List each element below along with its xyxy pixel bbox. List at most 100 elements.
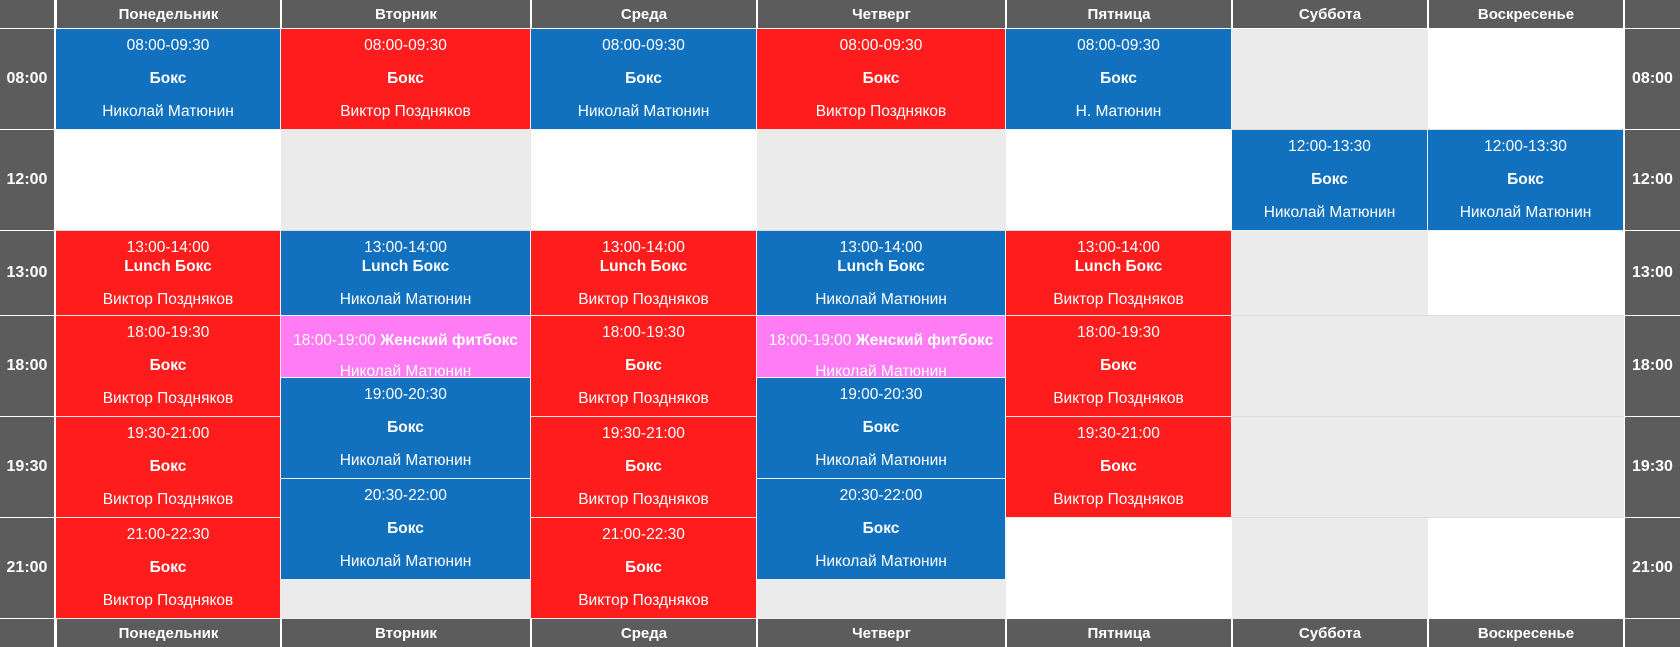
class-block[interactable]: 13:00-14:00 Lunch Бокс Виктор Поздняков [531,231,757,316]
class-block[interactable]: 13:00-14:00 Lunch Бокс Виктор Поздняков [56,231,281,316]
class-name: Бокс [1100,357,1137,374]
empty-cell [1428,417,1624,518]
class-time: 18:00-19:30 [1077,324,1160,341]
class-name: Бокс [625,357,662,374]
class-block[interactable]: 20:30-22:00 Бокс Николай Матюнин [757,479,1006,580]
time-label-left: 19:30 [0,417,54,517]
day-footer-7: Воскресенье [1429,619,1623,647]
class-block[interactable]: 13:00-14:00 Lunch Бокс Виктор Поздняков [1006,231,1232,316]
class-time: 19:30-21:00 [602,425,685,442]
class-block[interactable]: 08:00-09:30 Бокс Николай Матюнин [56,29,281,130]
day-header-4: Четверг [758,0,1005,28]
class-name: Бокс [625,458,662,475]
class-name: Lunch Бокс [599,258,688,275]
class-coach: Николай Матюнин [815,452,947,469]
class-name: Бокс [862,419,900,436]
class-name: Lunch Бокс [124,258,212,275]
time-label-left: 08:00 [0,29,54,129]
class-coach: Виктор Поздняков [1053,491,1184,508]
class-block[interactable]: 18:00-19:30 Бокс Виктор Поздняков [1006,316,1232,417]
class-time: 13:00-14:00 [839,239,923,256]
class-block[interactable]: 12:00-13:30 Бокс Николай Матюнин [1232,130,1428,231]
time-label-right: 12:00 [1625,130,1680,230]
class-time: 08:00-09:30 [126,37,210,54]
class-time: 18:00-19:30 [126,324,210,341]
corner-cell [1625,0,1680,28]
class-coach: Виктор Поздняков [578,390,709,407]
class-block[interactable]: 08:00-09:30 Бокс Н. Матюнин [1006,29,1232,130]
class-block[interactable]: 13:00-14:00 Lunch Бокс Николай Матюнин [281,231,531,316]
class-coach: Николай Матюнин [339,452,472,469]
class-block[interactable]: 19:30-21:00 Бокс Виктор Поздняков [1006,417,1232,518]
empty-cell [1428,518,1624,619]
time-label-left: 21:00 [0,518,54,618]
class-block[interactable]: 08:00-09:30 Бокс Николай Матюнин [531,29,757,130]
class-time: 20:30-22:00 [364,487,447,504]
empty-cell [531,130,757,231]
class-time: 18:00-19:00 [768,332,852,349]
class-name: Бокс [1100,458,1137,475]
class-coach: Николай Матюнин [815,363,947,380]
class-coach: Виктор Поздняков [102,592,234,609]
class-coach: Николай Матюнин [339,553,472,570]
day-header-6: Суббота [1233,0,1427,28]
class-coach: Виктор Поздняков [578,491,709,508]
class-block[interactable]: 18:00-19:30 Бокс Виктор Поздняков [531,316,757,417]
class-coach: Николай Матюнин [815,291,947,308]
empty-cell [1428,29,1624,130]
class-name: Бокс [387,419,424,436]
class-time: 13:00-14:00 [602,239,685,256]
class-time: 12:00-13:30 [1484,138,1567,155]
class-block[interactable]: 08:00-09:30 Бокс Виктор Поздняков [281,29,531,130]
class-block[interactable]: 19:30-21:00 Бокс Виктор Поздняков [531,417,757,518]
class-timeline: 18:00-19:00 Женский фитбокс [757,332,1005,350]
class-time: 18:00-19:30 [602,324,685,341]
class-name: Бокс [1507,171,1544,188]
class-time: 19:30-21:00 [1077,425,1160,442]
class-block[interactable]: 13:00-14:00 Lunch Бокс Николай Матюнин [757,231,1006,316]
class-coach: Виктор Поздняков [578,592,709,609]
class-time: 18:00-19:00 [293,332,376,349]
empty-cell [1232,417,1428,518]
class-name: Бокс [625,559,662,576]
class-time: 13:00-14:00 [1077,239,1160,256]
day-footer-3: Среда [532,619,756,647]
class-block[interactable]: 18:00-19:00 Женский фитбокс Николай Матюн… [281,316,531,380]
class-coach: Николай Матюнин [577,103,710,120]
class-name: Бокс [1100,70,1137,87]
class-name: Бокс [149,70,187,87]
class-block[interactable]: 12:00-13:30 Бокс Николай Матюнин [1428,130,1624,231]
class-name: Lunch Бокс [837,258,925,275]
class-coach: Николай Матюнин [815,553,947,570]
class-block[interactable]: 21:00-22:30 Бокс Виктор Поздняков [56,518,281,619]
class-name: Бокс [862,520,900,537]
empty-cell [56,130,281,231]
class-coach: Николай Матюнин [102,103,234,120]
day-header-7: Воскресенье [1429,0,1623,28]
class-coach: Николай Матюнин [339,363,472,380]
corner-cell [0,619,54,647]
class-time: 21:00-22:30 [126,526,210,543]
time-label-left: 13:00 [0,231,54,315]
class-time: 19:30-21:00 [126,425,210,442]
class-coach: Виктор Поздняков [1053,291,1184,308]
class-block[interactable]: 19:00-20:30 Бокс Николай Матюнин [281,378,531,479]
class-block[interactable]: 21:00-22:30 Бокс Виктор Поздняков [531,518,757,619]
class-block[interactable]: 20:30-22:00 Бокс Николай Матюнин [281,479,531,580]
row-divider [56,230,1624,231]
class-block[interactable]: 08:00-09:30 Бокс Виктор Поздняков [757,29,1006,130]
class-block[interactable]: 19:30-21:00 Бокс Виктор Поздняков [56,417,281,518]
empty-cell [1006,130,1232,231]
class-time: 08:00-09:30 [839,37,923,54]
class-name: Бокс [625,70,662,87]
class-time: 13:00-14:00 [364,239,447,256]
empty-cell [1232,316,1428,417]
empty-cell [1232,29,1428,130]
class-time: 19:00-20:30 [839,386,923,403]
class-block[interactable]: 18:00-19:30 Бокс Виктор Поздняков [56,316,281,417]
class-block[interactable]: 18:00-19:00 Женский фитбокс Николай Матюн… [757,316,1006,380]
day-header-3: Среда [532,0,756,28]
empty-cell [1006,518,1232,619]
class-block[interactable]: 19:00-20:30 Бокс Николай Матюнин [757,378,1006,479]
